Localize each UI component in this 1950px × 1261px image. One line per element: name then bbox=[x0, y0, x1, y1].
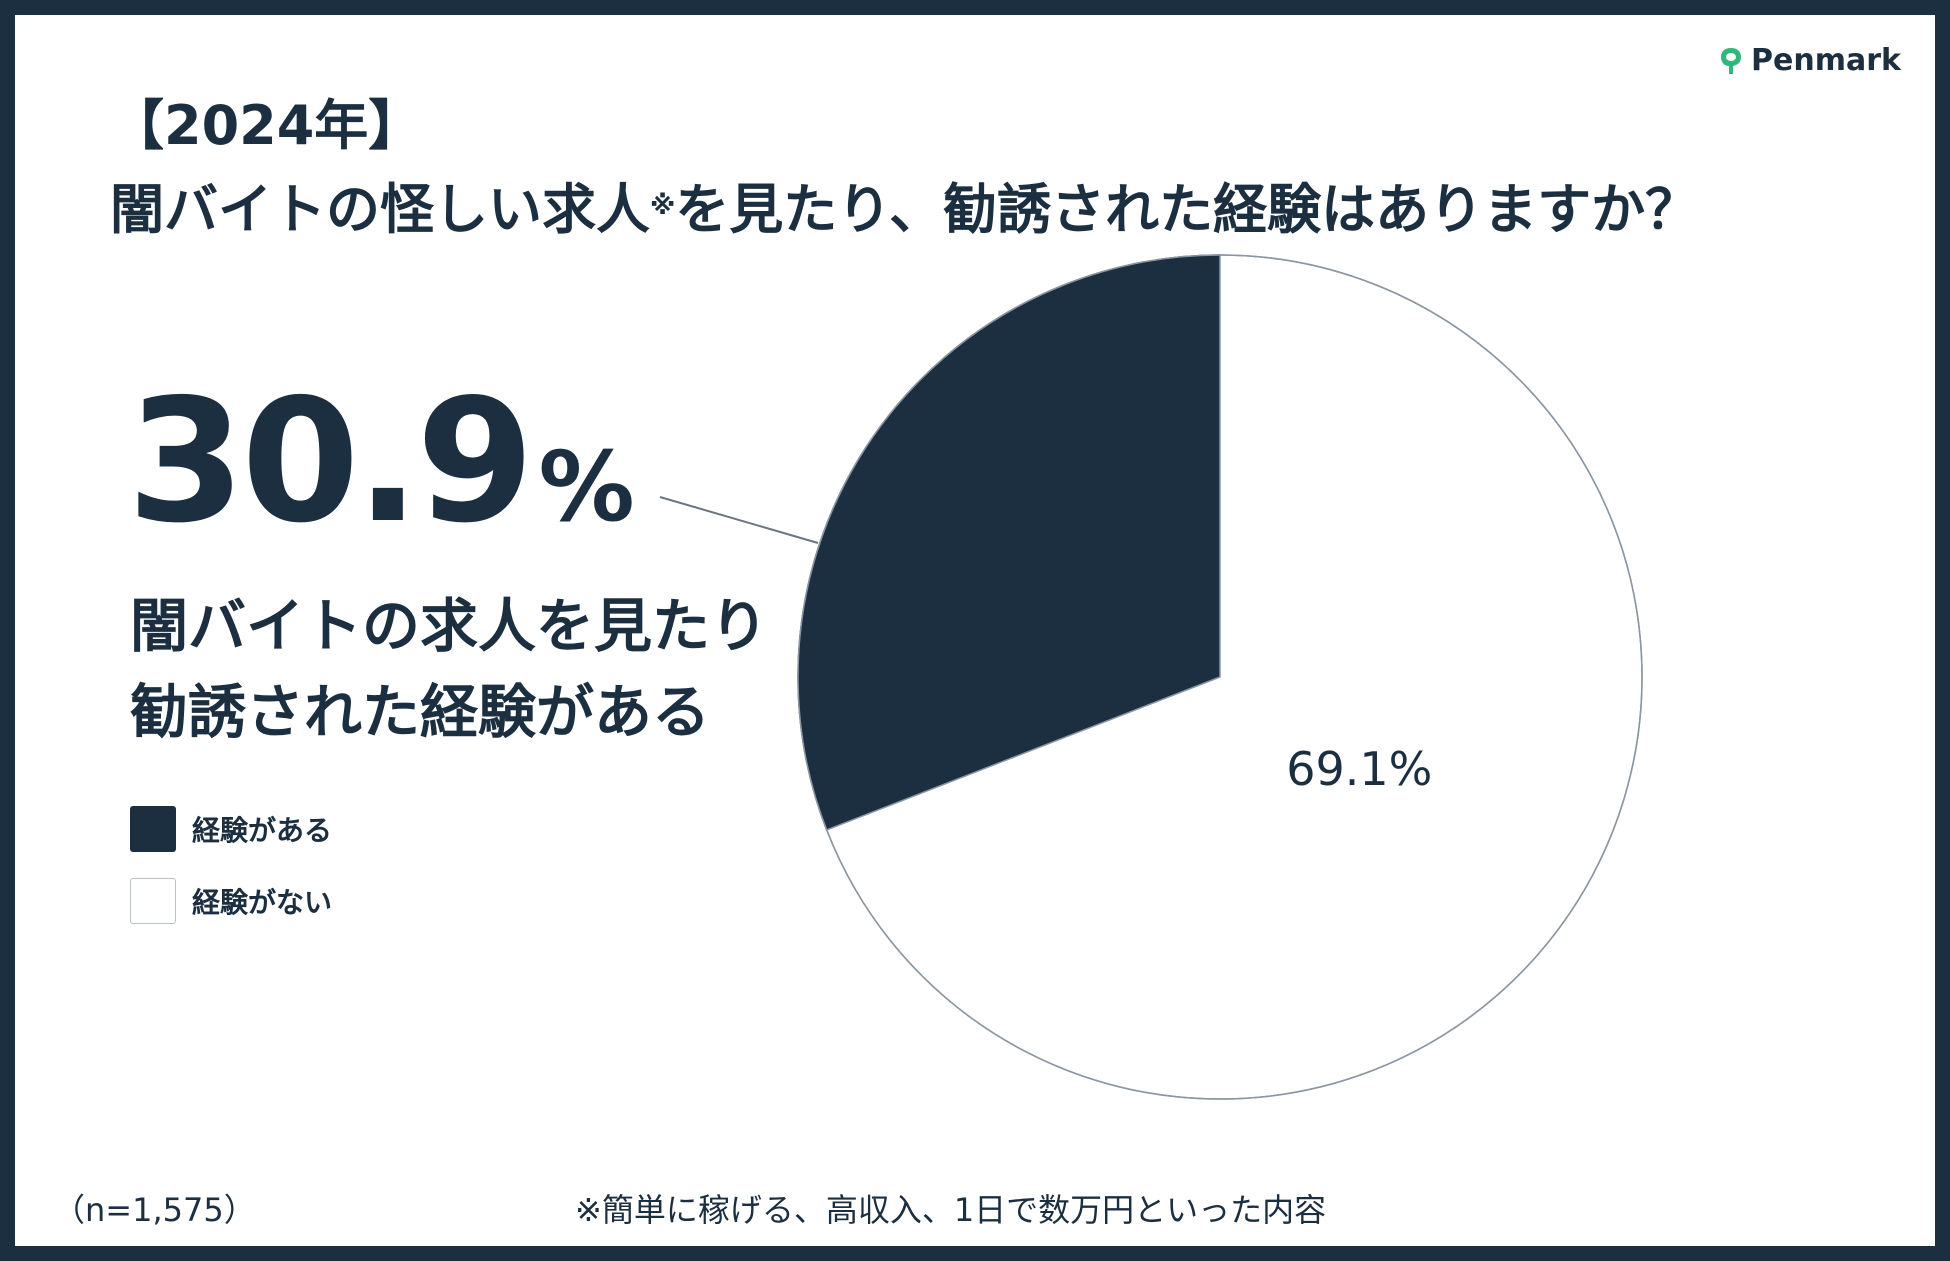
chart-question-title: 闇バイトの怪しい求人※を見たり、勧誘された経験はありますか？ bbox=[110, 165, 1699, 244]
penmark-logo-icon bbox=[1721, 47, 1742, 74]
question-main: 闇バイトの怪しい求人 bbox=[110, 178, 650, 241]
pie-outline bbox=[797, 254, 1643, 1100]
highlight-line-2: 勧誘された経験がある bbox=[130, 678, 711, 746]
highlight-percentage: 30.9% bbox=[127, 363, 635, 561]
chart-card: Penmark 【2024年】 闇バイトの怪しい求人※を見たり、勧誘された経験は… bbox=[15, 15, 1935, 1246]
footnote: ※簡単に稼げる、高収入、1日で数万円といった内容 bbox=[575, 1191, 1327, 1229]
chart-year-title: 【2024年】 bbox=[110, 94, 423, 157]
highlight-value: 30.9 bbox=[127, 363, 534, 561]
highlight-line-1: 闇バイトの求人を見たり bbox=[130, 592, 769, 660]
highlight-description: 闇バイトの求人を見たり 勧誘された経験がある bbox=[130, 583, 768, 755]
legend-item-yes: 経験がある bbox=[130, 805, 332, 853]
legend-label-yes: 経験がある bbox=[192, 814, 333, 847]
legend-item-no: 経験がない bbox=[130, 877, 332, 925]
legend-swatch-yes bbox=[130, 806, 176, 852]
legend-swatch-no bbox=[130, 878, 176, 924]
highlight-unit: % bbox=[538, 431, 634, 543]
callout-leader-line bbox=[659, 496, 819, 544]
sample-size-note: （n=1,575） bbox=[53, 1191, 256, 1229]
question-footnote-mark: ※ bbox=[650, 191, 676, 221]
pie-label-no: 69.1% bbox=[1286, 742, 1432, 796]
brand-name: Penmark bbox=[1751, 43, 1901, 78]
question-rest: を見たり、勧誘された経験はありますか？ bbox=[675, 178, 1700, 241]
pie-chart: 69.1% bbox=[659, 254, 1643, 1100]
legend: 経験がある 経験がない bbox=[130, 805, 332, 949]
legend-label-no: 経験がない bbox=[192, 886, 333, 919]
brand-logo: Penmark bbox=[1719, 43, 1901, 78]
